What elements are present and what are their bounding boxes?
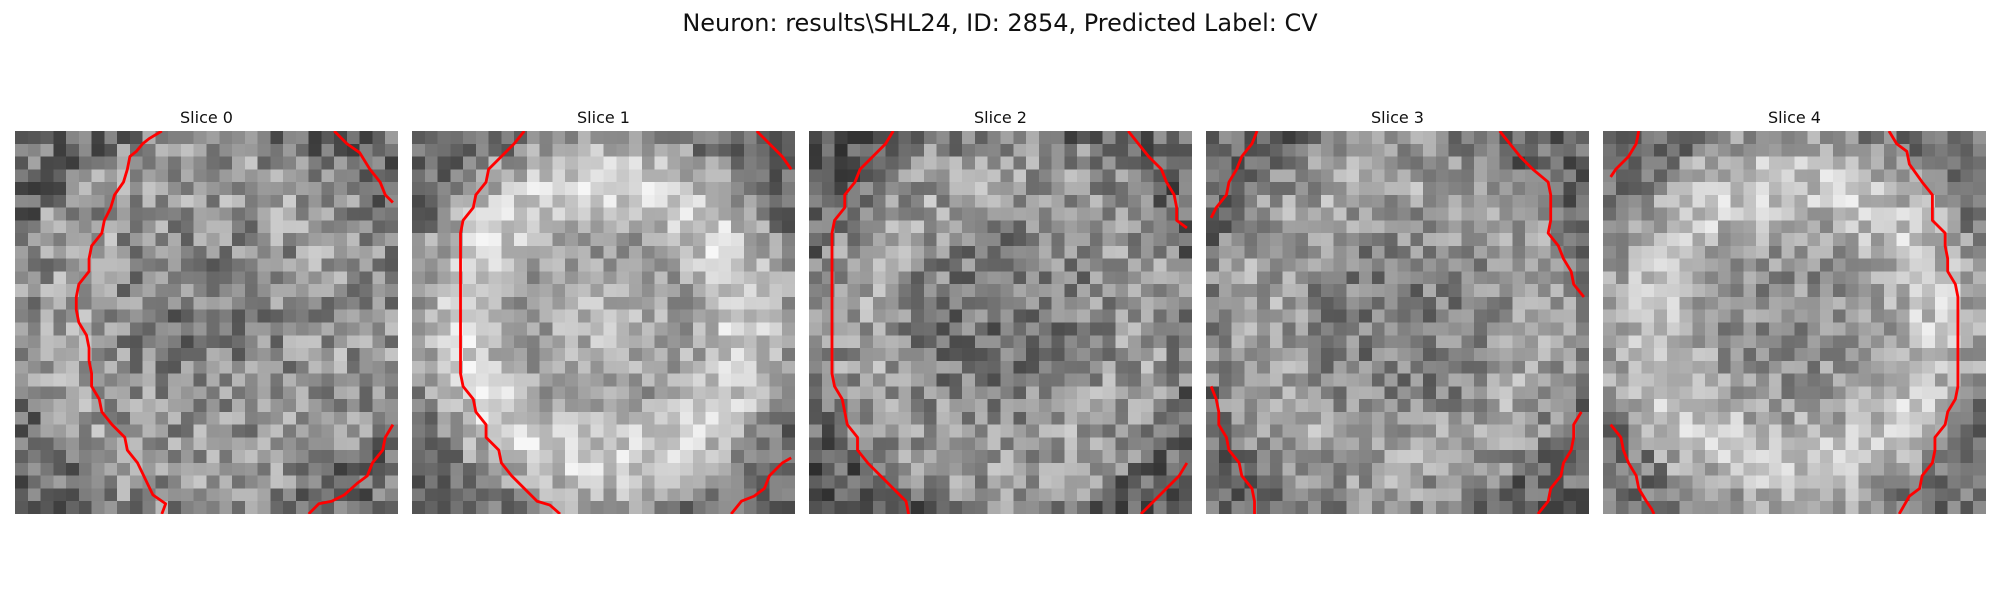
- slice-title-3: Slice 3: [1371, 108, 1424, 127]
- slice-image-2: [809, 131, 1192, 514]
- pixel-grid: [809, 131, 1192, 514]
- contour-line-2: [730, 456, 792, 514]
- contour-line-2: [1609, 423, 1656, 514]
- slice-image-0: [15, 131, 398, 514]
- contour-line-2: [1139, 462, 1189, 514]
- slice-title-2: Slice 2: [974, 108, 1027, 127]
- contour-line-0: [1209, 131, 1259, 219]
- slice-panel-1: Slice 1: [412, 105, 795, 514]
- slice-title-1: Slice 1: [577, 108, 630, 127]
- contour-line-1: [1887, 131, 1960, 514]
- figure-title: Neuron: results\SHL24, ID: 2854, Predict…: [682, 9, 1318, 37]
- slice-panel-4: Slice 4: [1603, 105, 1986, 514]
- pixel-grid: [1206, 131, 1589, 514]
- contour-line-1: [755, 131, 793, 171]
- contour-line-2: [1209, 385, 1256, 514]
- pixel-grid: [1603, 131, 1986, 514]
- pixel-grid: [15, 131, 398, 514]
- contour-line-3: [1536, 411, 1583, 514]
- slice-image-1: [412, 131, 795, 514]
- slice-image-4: [1603, 131, 1986, 514]
- contour-line-1: [333, 131, 394, 204]
- contour-line-1: [1498, 131, 1585, 298]
- contour-line-0: [830, 131, 910, 514]
- slice-title-4: Slice 4: [1768, 108, 1821, 127]
- contour-line-1: [1127, 131, 1188, 230]
- slice-title-0: Slice 0: [180, 108, 233, 127]
- slice-panel-0: Slice 0: [15, 105, 398, 514]
- slice-image-3: [1206, 131, 1589, 514]
- slice-panel-3: Slice 3: [1206, 105, 1589, 514]
- contour-line-0: [1609, 131, 1641, 178]
- slice-panel-2: Slice 2: [809, 105, 1192, 514]
- contour-line-0: [74, 131, 168, 514]
- pixel-grid: [412, 131, 795, 514]
- contour-line-2: [307, 423, 395, 514]
- contour-line-0: [459, 131, 562, 514]
